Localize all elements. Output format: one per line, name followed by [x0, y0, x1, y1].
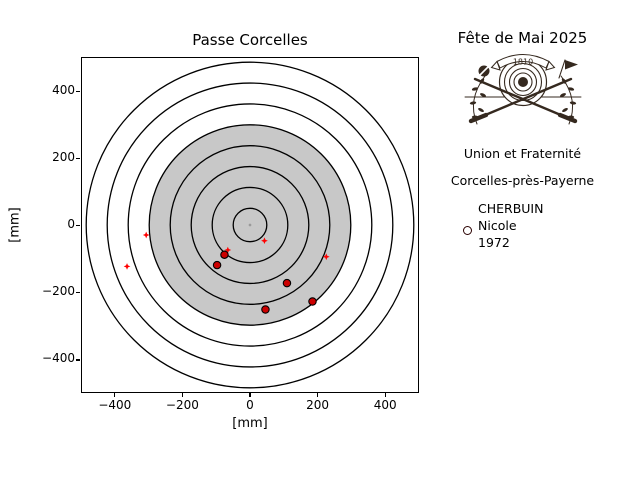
legend-shooter-year: 1972	[478, 235, 510, 250]
x-tick-label: 400	[373, 398, 397, 412]
y-tick-mark	[76, 157, 80, 160]
target-ring	[149, 125, 351, 325]
shooting-society-emblem-icon: 1810	[464, 54, 582, 125]
y-axis-label: [mm]	[7, 207, 23, 243]
x-tick-mark	[317, 393, 319, 397]
legend-entry: CHERBUIN Nicole 1972	[478, 200, 543, 251]
legend-shooter-given-name: Nicole	[478, 218, 517, 233]
society-motto: Union et Fraternité	[463, 146, 582, 161]
shot-circle-marker	[309, 298, 316, 305]
target-ring	[86, 62, 414, 388]
shot-circle-marker	[213, 261, 220, 268]
target-ring	[233, 208, 267, 241]
y-tick-label: 200	[52, 149, 75, 164]
y-tick-mark	[76, 90, 80, 92]
target-ring	[128, 104, 372, 346]
shot-circle-marker	[283, 279, 290, 286]
x-tick-label: −400	[98, 398, 132, 412]
shot-star-marker	[123, 263, 131, 270]
society-location: Corcelles-près-Payerne	[450, 173, 595, 188]
event-title: Fête de Mai 2025	[457, 29, 588, 47]
shot-circle-marker	[221, 251, 228, 258]
x-tick-label: 0	[246, 398, 254, 412]
target-ring	[212, 187, 288, 262]
y-tick-label: 0	[67, 217, 75, 231]
x-tick-label: 200	[306, 398, 330, 412]
y-tick-label: 400	[52, 82, 75, 97]
x-tick-mark	[114, 393, 116, 397]
shot-star-marker	[322, 253, 330, 261]
target-ring	[107, 83, 393, 367]
target-center-dot	[248, 223, 252, 227]
legend-marker-icon	[463, 226, 472, 235]
target-plot-area	[81, 57, 419, 393]
shot-star-marker	[224, 246, 232, 254]
shot-star-marker	[261, 237, 268, 245]
x-tick-label: −200	[165, 398, 199, 412]
shot-circle-marker	[262, 306, 269, 313]
x-tick-mark	[249, 393, 251, 397]
y-tick-label: −200	[42, 284, 75, 299]
plot-title: Passe Corcelles	[192, 31, 308, 49]
target-ring	[191, 167, 309, 284]
y-tick-mark	[76, 292, 80, 294]
y-tick-mark	[76, 225, 80, 227]
target-plot-svg	[82, 58, 418, 392]
x-tick-mark	[181, 393, 184, 397]
shot-star-marker	[142, 231, 150, 239]
legend-shooter-surname: CHERBUIN	[478, 201, 544, 216]
emblem-banner-year: 1810	[513, 58, 533, 67]
y-tick-label: −400	[42, 351, 75, 366]
target-ring	[170, 146, 330, 305]
x-tick-mark	[384, 393, 386, 397]
y-tick-mark	[76, 359, 80, 361]
x-axis-label: [mm]	[232, 416, 268, 431]
